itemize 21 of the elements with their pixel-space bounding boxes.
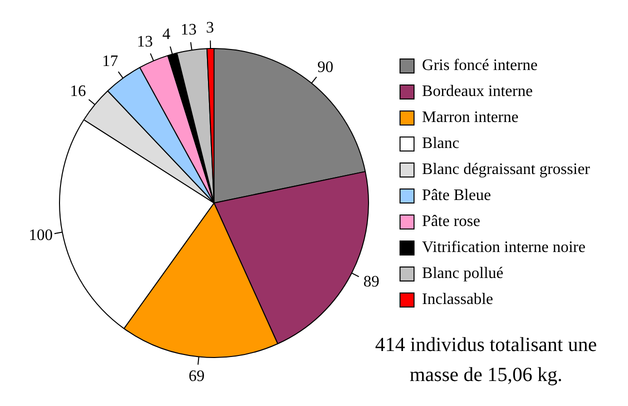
legend-label: Blanc pollué (422, 265, 504, 282)
legend-label: Blanc (422, 135, 460, 152)
legend-label: Inclassable (422, 291, 494, 308)
legend-label: Marron interne (422, 109, 518, 126)
text: 414 individus totalisant une masse de 15,06 kg. (374, 333, 598, 388)
legend-label: Pâte Bleue (422, 187, 491, 204)
legend-label: Gris foncé interne (422, 57, 538, 74)
data-label: 4 (162, 26, 170, 44)
data-label: 13 (180, 22, 197, 39)
data-label: 90 (317, 58, 334, 76)
data-label: 3 (206, 20, 214, 37)
data-label: 100 (28, 227, 53, 244)
data-label: 89 (363, 273, 380, 290)
legend-label: Blanc dégraissant grossier (422, 161, 591, 178)
data-label: 69 (188, 368, 205, 385)
legend-label: Pâte rose (422, 213, 480, 230)
data-label: 13 (136, 34, 153, 51)
data-label: 16 (70, 83, 86, 100)
data-label: 17 (102, 53, 118, 70)
legend-label: Bordeaux interne (422, 83, 533, 100)
legend-label: Vitrification interne noire (422, 239, 586, 256)
